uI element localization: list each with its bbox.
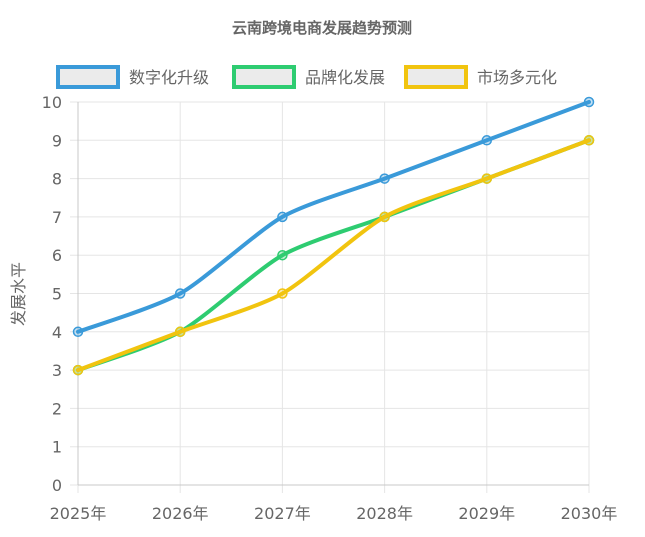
x-tick-label: 2028年 bbox=[356, 504, 413, 523]
series-group bbox=[72, 96, 595, 376]
series-1 bbox=[72, 96, 595, 338]
data-point bbox=[583, 96, 595, 108]
y-tick-label: 2 bbox=[52, 399, 62, 418]
series-line bbox=[76, 138, 591, 373]
data-point bbox=[277, 249, 288, 261]
data-point bbox=[481, 173, 493, 184]
data-point bbox=[277, 288, 288, 299]
x-ticks: 2025年 2026年 2027年 2028年 2029年 2030年 bbox=[50, 504, 618, 523]
data-point bbox=[583, 135, 595, 146]
y-tick-label: 0 bbox=[52, 476, 62, 495]
legend-item[interactable]: 市场多元化 bbox=[404, 65, 557, 89]
legend-swatch bbox=[56, 65, 120, 89]
y-tick-label: 8 bbox=[52, 170, 62, 189]
data-point bbox=[277, 211, 288, 223]
y-tick-label: 10 bbox=[42, 93, 62, 112]
series-3 bbox=[72, 135, 595, 376]
x-tick-label: 2025年 bbox=[50, 504, 107, 523]
y-tick-label: 3 bbox=[52, 361, 62, 380]
data-point bbox=[481, 135, 493, 146]
legend-item[interactable]: 品牌化发展 bbox=[232, 65, 385, 89]
legend-label: 品牌化发展 bbox=[305, 68, 385, 87]
legend-label: 市场多元化 bbox=[477, 68, 557, 87]
data-point bbox=[174, 288, 186, 299]
y-tick-label: 9 bbox=[52, 131, 62, 150]
y-tick-label: 5 bbox=[52, 285, 62, 304]
x-tick-label: 2026年 bbox=[152, 504, 209, 523]
y-tick-label: 7 bbox=[52, 208, 62, 227]
legend: 数字化升级 品牌化发展 市场多元化 bbox=[56, 65, 557, 89]
y-tick-label: 1 bbox=[52, 438, 62, 457]
x-tick-label: 2029年 bbox=[458, 504, 515, 523]
series-line bbox=[76, 100, 591, 334]
chart-title: 云南跨境电商发展趋势预测 bbox=[232, 19, 412, 37]
y-tick-label: 6 bbox=[52, 246, 62, 265]
legend-label: 数字化升级 bbox=[129, 68, 209, 87]
x-tick-label: 2027年 bbox=[254, 504, 311, 523]
y-axis-label: 发展水平 bbox=[9, 262, 28, 326]
legend-item[interactable]: 数字化升级 bbox=[56, 65, 209, 89]
legend-swatch bbox=[404, 65, 468, 89]
x-tick-label: 2030年 bbox=[561, 504, 618, 523]
data-point bbox=[379, 211, 390, 223]
data-point bbox=[72, 364, 84, 376]
data-point bbox=[379, 173, 390, 184]
data-point bbox=[174, 326, 186, 338]
axes bbox=[77, 102, 589, 486]
data-point bbox=[72, 326, 84, 338]
y-ticks: 0 1 2 3 4 5 6 7 8 9 10 bbox=[42, 93, 62, 495]
grid bbox=[70, 101, 590, 493]
legend-swatch bbox=[232, 65, 296, 89]
y-tick-label: 4 bbox=[52, 323, 62, 342]
